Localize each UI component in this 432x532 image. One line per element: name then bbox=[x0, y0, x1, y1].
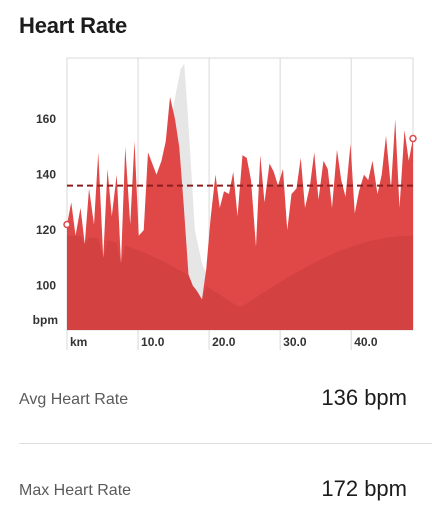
end-marker bbox=[409, 134, 417, 143]
divider bbox=[19, 443, 432, 444]
avg-heart-rate-value: 136 bpm bbox=[321, 385, 407, 410]
heart-rate-deep-band bbox=[67, 235, 413, 330]
x-axis-label: km bbox=[70, 335, 87, 349]
max-heart-rate-value: 172 bpm bbox=[321, 476, 407, 501]
avg-heart-rate-row: Avg Heart Rate 136 bpm bbox=[19, 381, 413, 421]
avg-heart-rate-label: Avg Heart Rate bbox=[19, 391, 129, 408]
y-tick-label: 100 bbox=[36, 279, 56, 293]
y-axis-label: bpm bbox=[33, 313, 58, 327]
x-tick-label: 30.0 bbox=[283, 335, 307, 349]
x-tick-label: 20.0 bbox=[212, 335, 236, 349]
x-tick-label: 10.0 bbox=[141, 335, 165, 349]
y-tick-label: 140 bbox=[36, 168, 56, 182]
y-tick-label: 160 bbox=[36, 112, 56, 126]
max-heart-rate-row: Max Heart Rate 172 bpm bbox=[19, 472, 413, 512]
x-tick-label: 40.0 bbox=[354, 335, 378, 349]
start-marker bbox=[63, 220, 71, 229]
y-tick-label: 120 bbox=[36, 223, 56, 237]
page-title: Heart Rate bbox=[19, 13, 128, 38]
max-heart-rate-label: Max Heart Rate bbox=[19, 482, 132, 499]
